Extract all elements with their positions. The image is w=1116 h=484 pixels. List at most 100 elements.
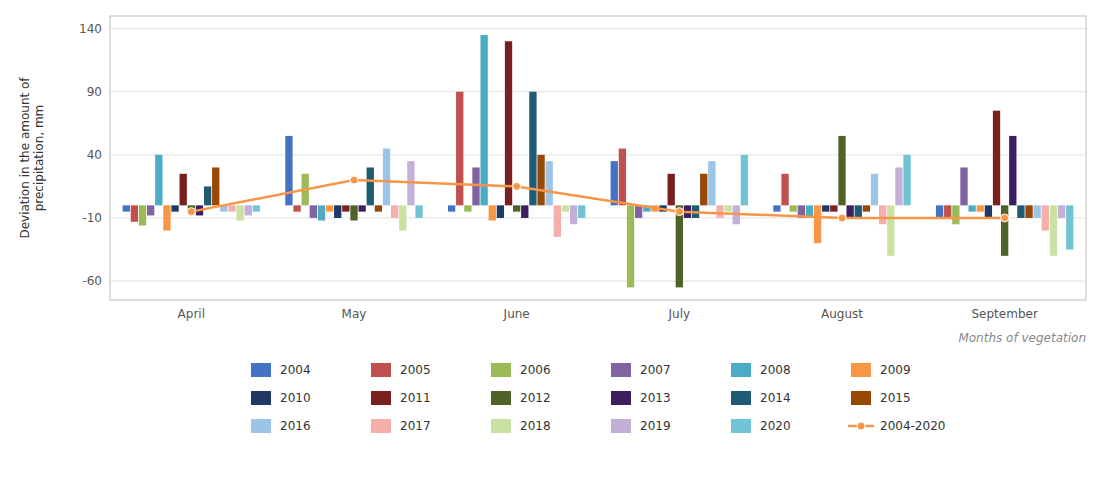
legend-swatch [251,363,271,377]
legend-swatch [731,363,751,377]
bar [521,205,528,218]
bar [497,205,504,218]
bar [367,167,374,205]
bar [977,205,984,211]
legend-label: 2010 [280,391,311,405]
y-tick-label: 40 [87,148,102,162]
legend-label: 2020 [760,419,791,433]
bar [814,205,821,243]
bar [139,205,146,225]
legend-swatch [491,419,511,433]
bar [936,205,943,218]
bar [245,205,252,215]
marker [513,182,521,190]
bar [399,205,406,230]
legend-swatch [371,391,391,405]
bar [895,167,902,205]
legend-label: 2014 [760,391,791,405]
bar [611,161,618,205]
bar [342,205,349,211]
bar [155,155,162,205]
bar [822,205,829,211]
legend-swatch [731,419,751,433]
bar [619,149,626,206]
marker [350,176,358,184]
legend-swatch [251,391,271,405]
bar [293,205,300,211]
bar [635,205,642,218]
legend-label: 2017 [400,419,431,433]
legend-label: 2007 [640,363,671,377]
bar [326,205,333,211]
bar [952,205,959,224]
bar [554,205,561,237]
legend-swatch [611,391,631,405]
bar [1058,205,1065,218]
bar [993,111,1000,206]
bar [773,205,780,211]
chart: -60-104090140AprilMayJuneJulyAugustSepte… [0,0,1116,484]
bar [1025,205,1032,218]
bar [887,205,894,255]
x-tick-label: May [342,307,367,321]
bar [310,205,317,218]
legend-swatch [491,391,511,405]
legend-swatch [731,391,751,405]
legend-label: 2019 [640,419,671,433]
legend-swatch [611,363,631,377]
bar [863,205,870,211]
bar [903,155,910,205]
y-axis-label-line: Deviation in the amount of [18,77,32,239]
x-tick-label: June [503,307,530,321]
bar [1009,136,1016,205]
grid-line [110,28,1086,29]
bar [464,205,471,211]
bar [1017,205,1024,218]
bar [448,205,455,211]
marker [1001,214,1009,222]
legend-swatch [851,391,871,405]
bar [960,167,967,205]
y-tick-label: -60 [82,274,102,288]
y-tick-label: 90 [87,85,102,99]
bar [163,205,170,230]
bar [131,205,138,221]
bar [830,205,837,211]
grid-line [110,91,1086,92]
bar [700,174,707,206]
legend-swatch [491,363,511,377]
bar [790,205,797,211]
legend-label: 2011 [400,391,431,405]
legend-swatch [851,363,871,377]
bar [1001,205,1008,255]
legend-swatch [371,363,391,377]
legend-swatch [371,419,391,433]
bar [253,205,260,211]
legend-label: 2005 [400,363,431,377]
legend-label: 2012 [520,391,551,405]
bar [171,205,178,211]
y-axis-label-line: precipitation, mm [32,105,46,212]
bar [855,205,862,218]
x-tick-label: August [821,307,863,321]
y-tick-label: -10 [82,211,102,225]
x-axis-label: Months of vegetation [958,331,1086,345]
x-tick-label: September [972,307,1038,321]
bar [716,205,723,218]
bar [318,205,325,220]
x-tick-label: April [178,307,205,321]
bar [513,205,520,211]
bar [1034,205,1041,218]
bar [415,205,422,218]
marker [187,208,195,216]
bar [180,174,187,206]
legend-label: 2018 [520,419,551,433]
bar [505,41,512,205]
bar [846,205,853,218]
legend-label: 2016 [280,419,311,433]
bar [383,149,390,206]
bar [350,205,357,220]
grid-line [110,154,1086,155]
bar [676,205,683,287]
bar [204,186,211,205]
